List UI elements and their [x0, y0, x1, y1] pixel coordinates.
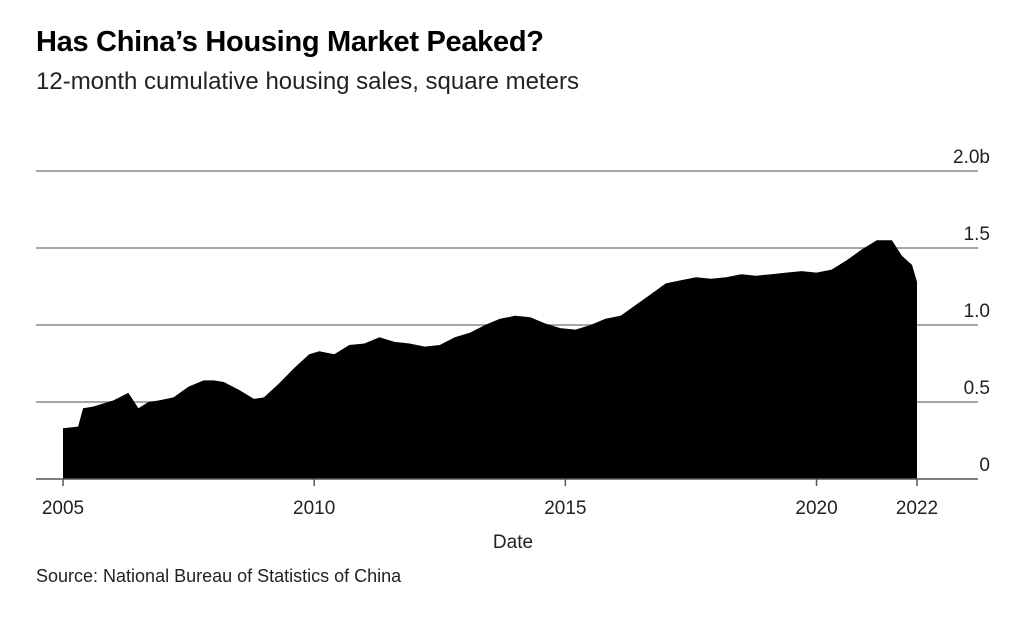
- y-tick-label: 0.5: [964, 378, 990, 399]
- y-axis-ticks: 0 0.5 1.0 1.5 2.0b: [953, 147, 990, 476]
- x-axis-label: Date: [493, 532, 533, 553]
- source-note: Source: National Bureau of Statistics of…: [36, 566, 402, 586]
- y-tick-label: 1.5: [964, 224, 990, 245]
- x-tick-label: 2005: [42, 498, 84, 519]
- x-axis-ticks: 2005 2010 2015 2020 2022: [42, 479, 938, 519]
- housing-sales-area: [63, 240, 917, 479]
- y-tick-label: 2.0b: [953, 147, 990, 168]
- chart-title: Has China’s Housing Market Peaked?: [36, 26, 544, 58]
- y-tick-label: 0: [979, 455, 990, 476]
- y-tick-label: 1.0: [964, 301, 990, 322]
- chart-subtitle: 12-month cumulative housing sales, squar…: [36, 68, 579, 95]
- x-tick-label: 2015: [544, 498, 586, 519]
- x-tick-label: 2022: [896, 498, 938, 519]
- x-tick-label: 2020: [795, 498, 837, 519]
- x-tick-label: 2010: [293, 498, 335, 519]
